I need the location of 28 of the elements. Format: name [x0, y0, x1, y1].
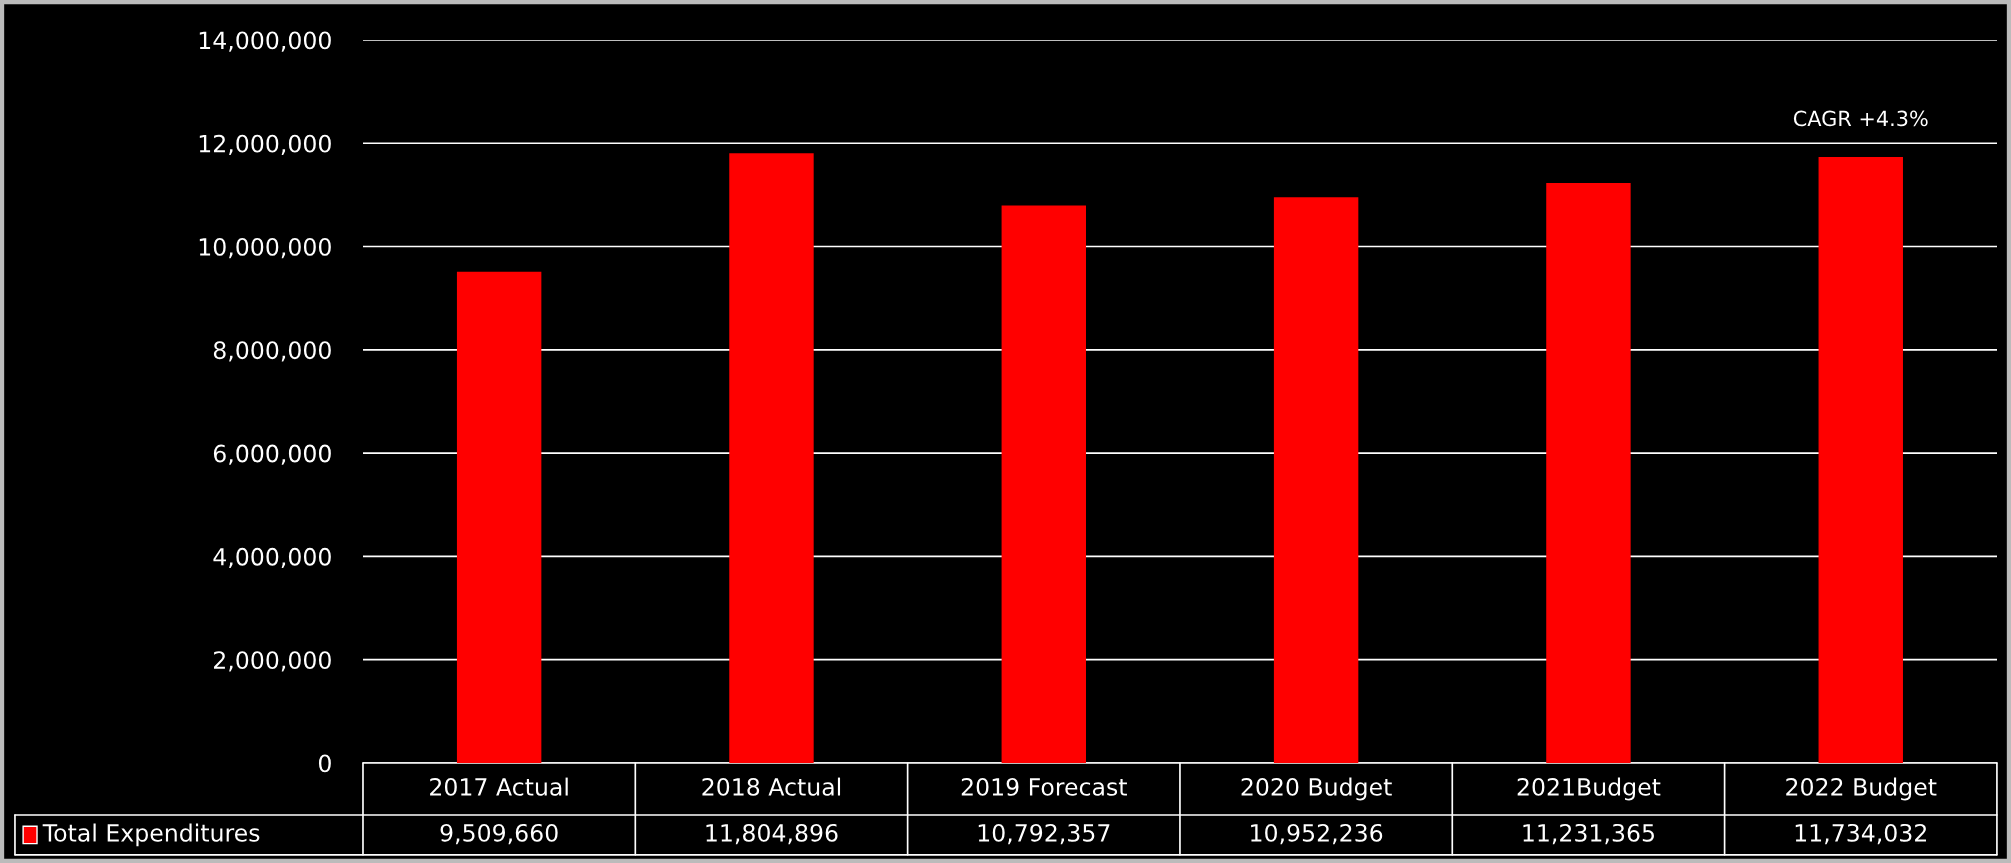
data-label: 11,231,365 [1523, 823, 1654, 845]
bar [729, 153, 814, 763]
bar [456, 271, 542, 763]
y-tick-label: 6,000,000 [213, 444, 331, 465]
data-label: 10,952,236 [1251, 823, 1383, 845]
data-label: 11,734,032 [1795, 823, 1926, 845]
bar [1001, 205, 1086, 763]
y-tick-label: 10,000,000 [199, 237, 331, 259]
x-tick-label: 2018 Actual [702, 777, 841, 796]
data-label: 10,792,357 [978, 823, 1110, 845]
y-tick-label: 4,000,000 [213, 547, 331, 569]
bar [1818, 156, 1903, 763]
y-tick-label: 14,000,000 [199, 31, 331, 52]
y-tick-label: 12,000,000 [199, 134, 331, 155]
data-label: 9,509,660 [440, 823, 558, 845]
data-label: 11,804,896 [706, 823, 838, 845]
x-tick-label: 2017 Actual [430, 777, 568, 796]
x-tick-label: 2021Budget [1517, 777, 1661, 801]
y-tick-label: 0 [318, 754, 331, 773]
y-tick-label: 8,000,000 [213, 341, 331, 362]
x-tick-label: 2020 Budget [1241, 777, 1392, 801]
legend-label: Total Expenditures [42, 823, 260, 847]
bar [1546, 182, 1631, 763]
x-tick-label: 2022 Budget [1786, 777, 1937, 801]
bar [1273, 197, 1359, 763]
y-tick-label: 2,000,000 [213, 651, 331, 672]
x-tick-label: 2019 Forecast [961, 778, 1127, 796]
annotation: CAGR +4.3% [1793, 110, 1928, 127]
